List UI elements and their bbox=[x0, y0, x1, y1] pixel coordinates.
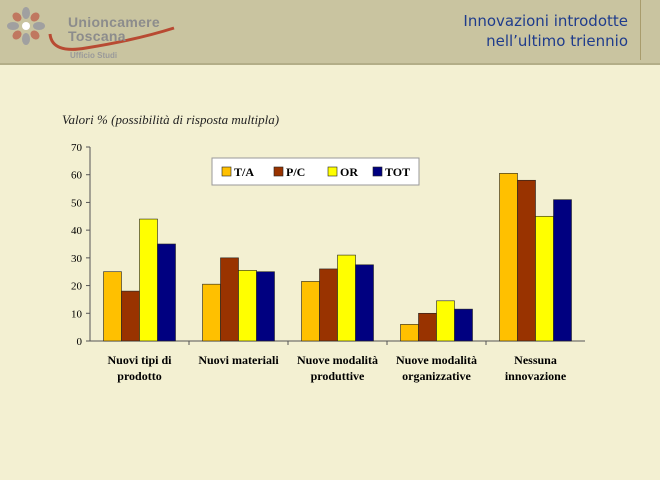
bar-t-a bbox=[400, 324, 419, 342]
bar-p-c bbox=[121, 290, 140, 342]
legend-label: OR bbox=[340, 165, 358, 179]
y-tick-label: 50 bbox=[71, 197, 83, 209]
y-tick-label: 20 bbox=[71, 281, 83, 293]
legend-swatch bbox=[221, 166, 232, 177]
legend-label: P/C bbox=[286, 165, 305, 179]
bar-tot bbox=[355, 264, 374, 342]
bar-or bbox=[139, 218, 158, 342]
page-title-line1: Innovazioni introdotte bbox=[463, 12, 628, 30]
category-label: Nuovi tipi di bbox=[107, 353, 172, 367]
y-tick-label: 10 bbox=[71, 308, 83, 320]
y-tick-label: 70 bbox=[71, 142, 83, 154]
logo-name-line1: Unioncamere bbox=[68, 14, 160, 30]
y-tick-label: 40 bbox=[71, 225, 83, 237]
flower-logo-icon bbox=[7, 7, 45, 45]
header-divider bbox=[0, 63, 660, 65]
bar-p-c bbox=[517, 179, 536, 342]
swoosh-logo-icon bbox=[48, 26, 175, 51]
logo-subtitle: Ufficio Studi bbox=[70, 51, 118, 60]
page-title: Innovazioni introdotte nell’ultimo trien… bbox=[308, 11, 628, 51]
bar-tot bbox=[157, 243, 176, 342]
chart-note: Valori % (possibilità di risposta multip… bbox=[62, 112, 280, 127]
legend-label: T/A bbox=[234, 165, 254, 179]
bar-tot bbox=[256, 271, 275, 342]
bar-tot bbox=[454, 308, 473, 342]
category-label: Nuove modalità bbox=[297, 353, 378, 367]
y-tick-label: 0 bbox=[77, 336, 83, 348]
bar-p-c bbox=[319, 268, 338, 342]
title-divider bbox=[640, 0, 641, 60]
bar-t-a bbox=[499, 173, 518, 342]
category-label: Nuovi materiali bbox=[198, 353, 279, 367]
page-title-line2: nell’ultimo triennio bbox=[486, 32, 628, 50]
category-label: Nessuna bbox=[514, 353, 557, 367]
legend-swatch bbox=[273, 166, 284, 177]
category-label: innovazione bbox=[505, 369, 567, 383]
legend-swatch bbox=[372, 166, 383, 177]
y-tick-label: 60 bbox=[71, 170, 83, 182]
legend-box bbox=[211, 157, 420, 186]
bar-or bbox=[436, 300, 455, 342]
category-label: prodotto bbox=[117, 369, 161, 383]
bar-p-c bbox=[220, 257, 239, 342]
category-label: organizzative bbox=[402, 369, 471, 383]
bar-t-a bbox=[202, 283, 221, 342]
bar-or bbox=[337, 254, 356, 342]
logo-name-line2: Toscana bbox=[68, 28, 126, 44]
category-label: Nuove modalità bbox=[396, 353, 477, 367]
bar-t-a bbox=[103, 271, 122, 342]
category-label: produttive bbox=[311, 369, 365, 383]
unioncamere-logo: Unioncamere Toscana Ufficio Studi bbox=[6, 6, 306, 60]
header-band bbox=[0, 0, 660, 63]
bar-tot bbox=[553, 199, 572, 342]
legend-swatch bbox=[327, 166, 338, 177]
bar-or bbox=[238, 270, 257, 342]
bar-p-c bbox=[418, 312, 437, 342]
legend-label: TOT bbox=[385, 165, 410, 179]
y-tick-label: 30 bbox=[71, 253, 83, 265]
bar-t-a bbox=[301, 281, 320, 342]
bar-or bbox=[535, 215, 554, 342]
